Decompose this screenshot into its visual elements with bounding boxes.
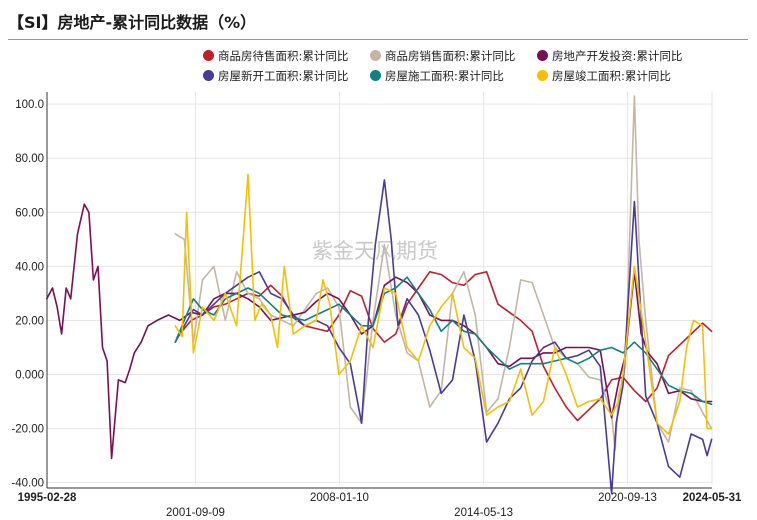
legend-label: 商品房待售面积:累计同比 (218, 49, 349, 63)
legend-marker-icon (203, 50, 214, 61)
legend-item-shigong[interactable]: 房屋施工面积:累计同比 (370, 68, 504, 84)
legend-item-xiaoshou[interactable]: 商品房销售面积:累计同比 (370, 48, 515, 64)
legend-label: 房屋竣工面积:累计同比 (552, 69, 671, 83)
legend-item-jungong[interactable]: 房屋竣工面积:累计同比 (537, 68, 671, 84)
series-line-jungong (174, 173, 713, 435)
legend-label: 房屋施工面积:累计同比 (385, 69, 504, 83)
x-tick-label: 2014-05-13 (454, 507, 513, 519)
chart-axes: 100.0 80.00 60.00 40.00 20.00 0.000 -20.00 -40.… (11, 92, 742, 519)
y-tick-label: -40.00 (11, 478, 44, 490)
title-divider (8, 39, 748, 40)
y-tick-label: 60.00 (15, 207, 44, 219)
x-tick-label: 1995-02-28 (18, 492, 77, 504)
legend-label: 房屋新开工面积:累计同比 (218, 69, 349, 83)
series-line-xiaoshou (174, 95, 713, 451)
y-tick-label: 100.0 (15, 99, 44, 111)
legend-item-touzi[interactable]: 房地产开发投资:累计同比 (537, 48, 682, 64)
series-line-touzi (46, 203, 713, 460)
y-tick-label: -20.00 (11, 424, 44, 436)
legend-item-daishou[interactable]: 商品房待售面积:累计同比 (203, 48, 348, 64)
series-line-xinkai (174, 179, 713, 495)
y-tick-label: 40.00 (15, 261, 44, 273)
x-tick-label: 2001-09-09 (166, 507, 225, 519)
series-lines (46, 95, 713, 495)
y-tick-label: 80.00 (15, 153, 44, 165)
series-line-daishou (176, 271, 713, 422)
legend-marker-icon (537, 50, 548, 61)
legend-marker-icon (370, 70, 381, 81)
x-tick-label: 2020-09-13 (598, 492, 657, 504)
legend-item-xinkai[interactable]: 房屋新开工面积:累计同比 (203, 68, 348, 84)
y-tick-label: 20.00 (15, 315, 44, 327)
legend-label: 商品房销售面积:累计同比 (385, 49, 516, 63)
x-tick-label: 2024-05-31 (683, 492, 742, 504)
x-tick-label: 2008-01-10 (310, 492, 369, 504)
y-tick-label: 0.000 (15, 370, 44, 382)
legend-marker-icon (537, 70, 548, 81)
chart-legend: 商品房待售面积:累计同比 商品房销售面积:累计同比 房地产开发投资:累计同比 房… (0, 45, 757, 87)
legend-label: 房地产开发投资:累计同比 (552, 49, 683, 63)
legend-marker-icon (370, 50, 381, 61)
chart-title: 【SI】房地产-累计同比数据（%） (8, 13, 257, 32)
series-line-shigong (174, 276, 713, 405)
legend-marker-icon (203, 70, 214, 81)
